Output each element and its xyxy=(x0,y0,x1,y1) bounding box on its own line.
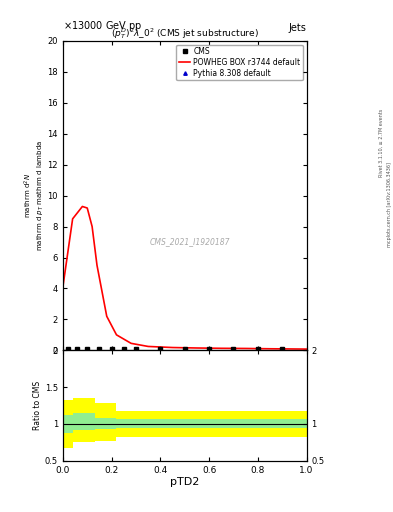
Title: $(p_T^D)^2\lambda\_0^2$ (CMS jet substructure): $(p_T^D)^2\lambda\_0^2$ (CMS jet substru… xyxy=(111,26,259,41)
CMS xyxy=(231,346,236,352)
POWHEG BOX r3744 default xyxy=(219,345,224,351)
Line: POWHEG BOX r3744 default: POWHEG BOX r3744 default xyxy=(63,206,307,349)
CMS xyxy=(75,346,80,352)
CMS xyxy=(65,346,70,352)
Line: Pythia 8.308 default: Pythia 8.308 default xyxy=(66,347,284,351)
CMS xyxy=(182,346,187,352)
CMS xyxy=(280,346,285,352)
Pythia 8.308 default xyxy=(231,346,236,352)
POWHEG BOX r3744 default xyxy=(243,346,248,352)
Y-axis label: mathrm d$^2N$
mathrm d $p_{T}$ mathrm d lambda: mathrm d$^2N$ mathrm d $p_{T}$ mathrm d … xyxy=(23,140,46,251)
Pythia 8.308 default xyxy=(207,346,211,352)
POWHEG BOX r3744 default xyxy=(195,345,199,351)
CMS xyxy=(85,346,90,352)
Pythia 8.308 default xyxy=(158,346,163,352)
CMS xyxy=(109,346,114,352)
POWHEG BOX r3744 default xyxy=(268,346,272,352)
Pythia 8.308 default xyxy=(255,346,260,352)
Legend: CMS, POWHEG BOX r3744 default, Pythia 8.308 default: CMS, POWHEG BOX r3744 default, Pythia 8.… xyxy=(176,45,303,80)
Pythia 8.308 default xyxy=(280,346,285,352)
POWHEG BOX r3744 default xyxy=(80,203,85,209)
Pythia 8.308 default xyxy=(97,346,102,352)
Pythia 8.308 default xyxy=(109,346,114,352)
CMS xyxy=(158,346,163,352)
Line: CMS: CMS xyxy=(66,347,284,351)
CMS xyxy=(207,346,211,352)
CMS xyxy=(255,346,260,352)
Pythia 8.308 default xyxy=(182,346,187,352)
POWHEG BOX r3744 default xyxy=(95,262,99,268)
Text: $\times$13000 GeV pp: $\times$13000 GeV pp xyxy=(63,19,142,33)
POWHEG BOX r3744 default xyxy=(90,224,94,230)
CMS xyxy=(121,346,126,352)
Pythia 8.308 default xyxy=(85,346,90,352)
Pythia 8.308 default xyxy=(134,346,138,352)
Y-axis label: Ratio to CMS: Ratio to CMS xyxy=(33,381,42,430)
CMS xyxy=(97,346,102,352)
POWHEG BOX r3744 default xyxy=(304,346,309,352)
POWHEG BOX r3744 default xyxy=(61,284,65,290)
Pythia 8.308 default xyxy=(121,346,126,352)
Pythia 8.308 default xyxy=(75,346,80,352)
POWHEG BOX r3744 default xyxy=(146,344,151,350)
Text: Jets: Jets xyxy=(289,23,307,33)
Text: Rivet 3.1.10, ≥ 2.7M events: Rivet 3.1.10, ≥ 2.7M events xyxy=(379,109,384,178)
POWHEG BOX r3744 default xyxy=(105,313,109,319)
Text: mcplots.cern.ch [arXiv:1306.3436]: mcplots.cern.ch [arXiv:1306.3436] xyxy=(387,162,391,247)
POWHEG BOX r3744 default xyxy=(70,216,75,222)
X-axis label: pTD2: pTD2 xyxy=(170,477,199,487)
POWHEG BOX r3744 default xyxy=(114,332,119,338)
POWHEG BOX r3744 default xyxy=(170,345,175,351)
POWHEG BOX r3744 default xyxy=(85,205,90,211)
Text: CMS_2021_I1920187: CMS_2021_I1920187 xyxy=(149,238,230,247)
POWHEG BOX r3744 default xyxy=(129,340,134,347)
CMS xyxy=(134,346,138,352)
Pythia 8.308 default xyxy=(65,346,70,352)
